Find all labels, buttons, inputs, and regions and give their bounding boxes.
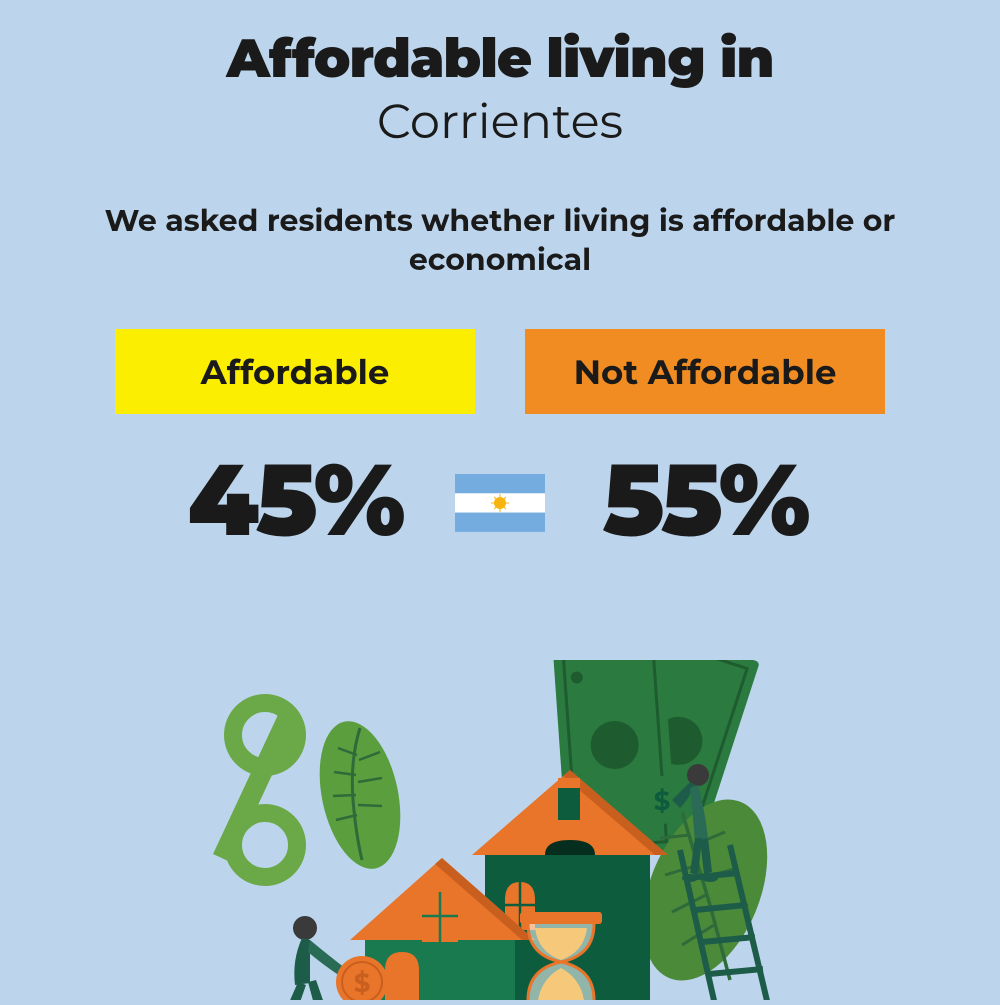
leaf-icon: [307, 714, 413, 877]
housing-illustration: $ $: [150, 660, 850, 1000]
percent-icon: [213, 703, 299, 877]
affordable-stat: Affordable 45%: [115, 329, 475, 561]
not-affordable-stat: Not Affordable 55%: [525, 329, 885, 561]
stats-row: Affordable 45% Not Affordable 55%: [0, 329, 1000, 561]
affordable-label: Affordable: [115, 329, 475, 414]
title-line2: Corrientes: [0, 93, 1000, 151]
argentina-flag-icon: [455, 474, 545, 532]
svg-text:$: $: [654, 785, 671, 817]
not-affordable-label: Not Affordable: [525, 329, 885, 414]
affordable-percent: 45%: [188, 439, 403, 561]
title-container: Affordable living in Corrientes: [0, 0, 1000, 151]
svg-text:$: $: [354, 967, 371, 999]
subtitle: We asked residents whether living is aff…: [0, 201, 1000, 279]
title-line1: Affordable living in: [0, 25, 1000, 91]
not-affordable-percent: 55%: [603, 439, 808, 561]
